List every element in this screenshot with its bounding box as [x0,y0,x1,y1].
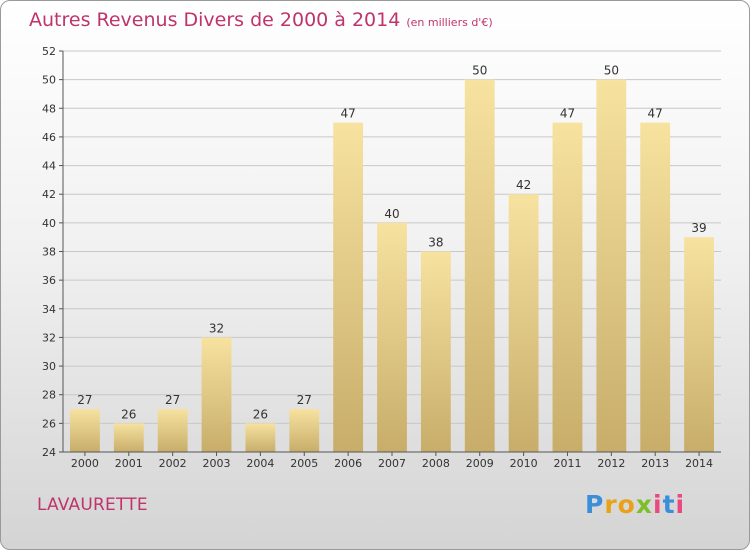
y-tick-label: 30 [42,360,56,373]
bar [684,237,714,452]
data-label: 50 [604,64,619,78]
y-tick-label: 40 [42,217,56,230]
y-tick-label: 26 [42,417,56,430]
logo-letter: i [675,490,686,519]
bar [289,409,320,452]
x-tick-label: 2011 [553,457,581,470]
axes: 24 26 28 30 32 34 36 38 40 42 44 46 48 50 52 2000 2001 20… [42,45,721,470]
chart-title-text: Autres Revenus Divers de 2000 à 2014 [29,9,401,31]
x-tick-label: 2004 [246,457,274,470]
x-tick-label: 2013 [641,457,669,470]
y-tick-label: 52 [42,45,56,58]
x-tick-label: 2006 [334,457,362,470]
bar [157,409,188,452]
x-tick-label: 2008 [422,457,450,470]
bar [113,423,144,452]
data-label: 50 [472,64,487,78]
y-tick-label: 32 [42,331,56,344]
logo-letter: t [662,490,676,519]
location-name: LAVAURETTE [37,495,148,515]
bar [596,79,627,453]
data-label: 32 [209,321,224,335]
y-tick-label: 42 [42,188,56,201]
data-label: 47 [560,107,575,121]
bar [552,122,583,452]
bar [420,251,451,452]
y-tick-label: 24 [42,446,56,459]
y-tick-label: 44 [42,160,56,173]
data-label: 42 [516,178,531,192]
x-tick-label: 2003 [203,457,231,470]
data-label: 27 [165,393,180,407]
y-tick-label: 36 [42,274,56,287]
y-tick-label: 38 [42,246,56,259]
data-label: 47 [648,107,663,121]
bar [377,222,407,452]
x-tick-label: 2002 [159,457,187,470]
proxiti-logo: Proxiti [585,490,685,519]
bar [70,409,100,452]
data-label: 26 [253,407,268,421]
logo-letter: P [585,490,605,519]
chart-title: Autres Revenus Divers de 2000 à 2014 (en … [29,9,493,31]
bar [245,423,276,452]
y-tick-label: 34 [42,303,56,316]
x-tick-label: 2012 [597,457,625,470]
y-tick-label: 50 [42,74,56,87]
chart-subtitle: (en milliers d'€) [406,16,493,29]
bar [508,194,539,452]
y-tick-label: 48 [42,102,56,115]
logo-letter: r [604,490,618,519]
x-tick-label: 2009 [466,457,494,470]
data-label: 27 [297,393,312,407]
logo-letter: x [635,490,653,519]
x-tick-label: 2007 [378,457,406,470]
bar [640,122,671,452]
logo-letter: o [617,490,636,519]
bar [464,79,495,453]
data-label: 26 [121,407,136,421]
logo-letter: i [653,490,663,519]
bar [201,337,232,452]
data-label: 27 [77,393,92,407]
y-tick-label: 46 [42,131,56,144]
x-tick-label: 2010 [510,457,538,470]
bars: 27 26 27 32 26 27 47 40 38 50 42 47 50 47 39 [70,64,714,453]
x-tick-label: 2001 [115,457,143,470]
data-label: 47 [340,107,355,121]
x-tick-label: 2005 [290,457,318,470]
data-label: 38 [428,236,443,250]
bar [333,122,364,452]
data-label: 39 [691,221,706,235]
x-tick-label: 2000 [71,457,99,470]
x-tick-label: 2014 [685,457,713,470]
data-label: 40 [384,207,399,221]
y-tick-label: 28 [42,389,56,402]
